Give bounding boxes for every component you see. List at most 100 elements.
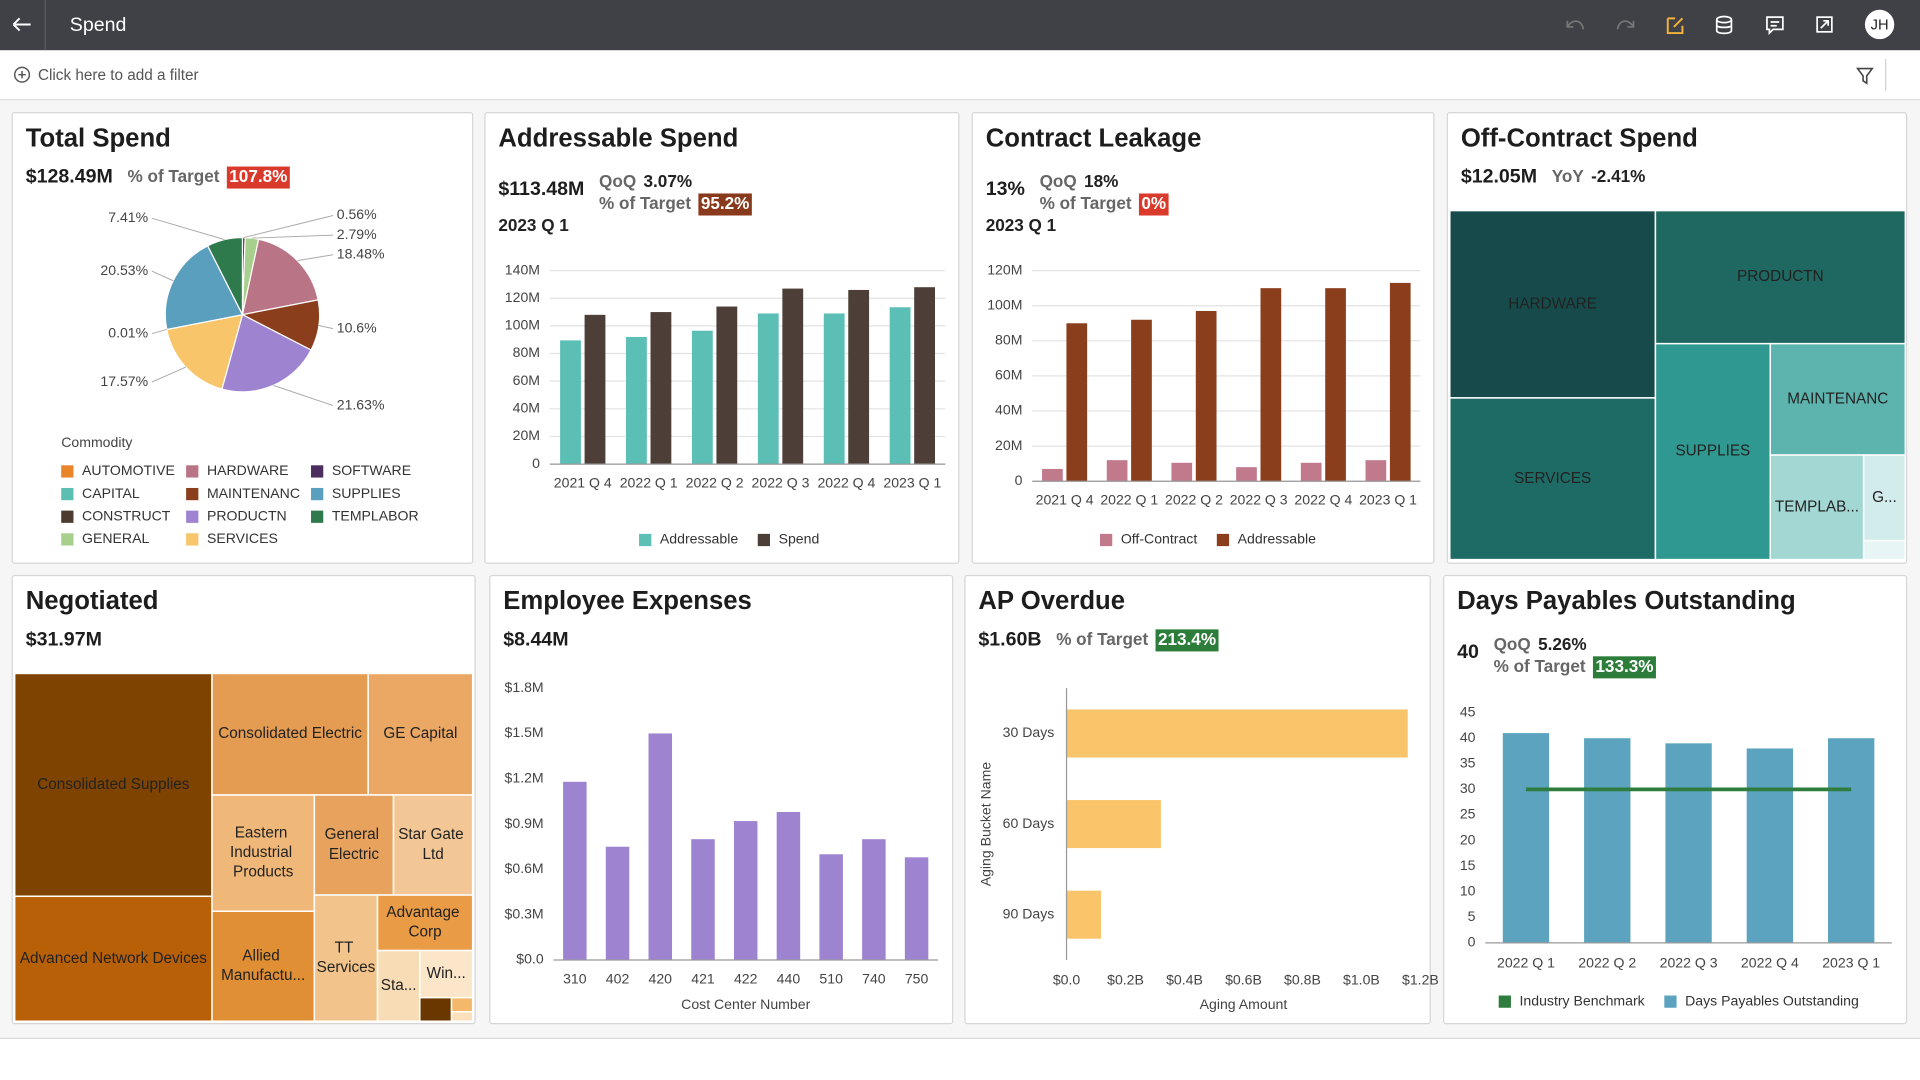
leader-line (151, 366, 187, 383)
x-tick-label: 2022 Q 3 (1230, 492, 1288, 508)
kpi-value: 40 (1457, 641, 1479, 663)
x-tick-label: 2023 Q 1 (883, 474, 941, 490)
bar (1584, 738, 1631, 943)
legend-title: Commodity (61, 434, 133, 450)
treemap-cell (13, 672, 213, 898)
page-title: Spend (70, 14, 127, 36)
y-tick-label: 60M (995, 367, 1022, 383)
pie-slice (241, 238, 319, 316)
kpi-label: % of Target (1040, 193, 1132, 213)
y-tick-label: 40M (513, 400, 540, 416)
edit-button[interactable] (1666, 17, 1684, 35)
treemap-label: PRODUCTN (1737, 268, 1824, 285)
bar (1195, 310, 1217, 482)
bar (1171, 462, 1193, 482)
y-tick-label: 60M (513, 372, 540, 388)
legend-swatch (311, 487, 324, 501)
treemap-label: G... (1872, 489, 1897, 506)
pie-slice (166, 313, 244, 390)
slice-label: 0.56% (337, 206, 377, 222)
slice-label: 21.63% (337, 396, 385, 412)
bar (560, 340, 581, 465)
treemap-cell (419, 996, 453, 1022)
y-tick-label: 40 (1460, 729, 1476, 745)
y-tick-label: $0.9M (505, 815, 544, 831)
filter-settings-button[interactable] (1855, 67, 1874, 85)
treemap-label: Star Gate Ltd (398, 826, 468, 863)
y-tick-label: 20 (1460, 831, 1476, 847)
x-tick-label: 2022 Q 1 (1497, 954, 1555, 970)
legend-swatch (61, 487, 74, 501)
bar (1300, 462, 1322, 482)
y-tick-label: 100M (987, 296, 1022, 312)
treemap-cell (392, 794, 474, 896)
legend: Addressable Spend (639, 531, 819, 547)
treemap-cell (1449, 397, 1657, 561)
treemap-label: MAINTENANC (1787, 390, 1888, 407)
bar (1066, 800, 1161, 849)
legend-swatch (639, 533, 652, 547)
x-tick-label: 2022 Q 2 (686, 474, 744, 490)
treemap-label: SUPPLIES (1675, 443, 1750, 460)
bar (889, 307, 911, 465)
treemap-label: SERVICES (1514, 470, 1591, 487)
bar (1131, 319, 1152, 482)
bar (1260, 288, 1282, 482)
legend-label: GENERAL (82, 530, 149, 546)
avatar[interactable] (1864, 9, 1895, 40)
data-button[interactable] (1715, 15, 1733, 35)
leader-line (243, 215, 334, 239)
bar (1365, 460, 1387, 482)
legend-swatch (1100, 533, 1113, 547)
present-button[interactable] (1816, 16, 1833, 33)
kpi-value: $128.49M (26, 166, 113, 188)
leader-line (251, 234, 334, 239)
x-tick-label: $0.6B (1225, 972, 1262, 988)
y-axis-title: Aging Bucket Name (978, 762, 994, 887)
legend-label: AUTOMOTIVE (82, 462, 175, 478)
legend-swatch (61, 533, 74, 546)
kpi-badge-text: 107.8% (229, 166, 287, 186)
legend-swatch (186, 487, 199, 501)
x-tick-label: 2022 Q 4 (1294, 492, 1352, 508)
treemap-label: TT Services (317, 939, 376, 976)
slice-label: 2.79% (337, 226, 377, 242)
treemap-cell (1862, 539, 1907, 561)
x-tick-label: 310 (563, 970, 587, 986)
add-filter-icon[interactable] (13, 66, 31, 83)
treemap-cell (1769, 454, 1865, 561)
bar (648, 733, 673, 960)
legend-swatch (61, 465, 74, 478)
y-tick-label: 30 (1460, 780, 1476, 796)
slice-label: 17.57% (100, 373, 148, 389)
bar (691, 839, 715, 960)
kpi-badge-text: 0% (1141, 193, 1166, 213)
bar (776, 812, 801, 960)
bar (1665, 743, 1712, 943)
treemap-cell (1862, 454, 1907, 542)
bar (862, 839, 886, 960)
treemap-label: Consolidated Electric (218, 725, 362, 742)
filter-prompt[interactable]: Click here to add a filter (38, 67, 199, 84)
kpi-value: $12.05M (1461, 166, 1537, 188)
bar (1236, 467, 1257, 482)
y-tick-label: $0.0 (516, 951, 544, 967)
y-tick-label: $0.6M (505, 860, 544, 876)
bar (914, 287, 935, 465)
panel-title: Contract Leakage (986, 124, 1202, 152)
back-button[interactable] (12, 17, 31, 32)
kpi-value: 13% (986, 178, 1025, 200)
legend-swatch (1498, 995, 1511, 1008)
x-tick-label: 2022 Q 1 (620, 474, 678, 490)
bar (757, 313, 779, 465)
x-tick-label: 421 (691, 970, 715, 986)
treemap-label: HARDWARE (1508, 295, 1597, 312)
comment-button[interactable] (1766, 16, 1784, 36)
x-tick-label: $0.4B (1166, 972, 1203, 988)
undo-button[interactable] (1566, 20, 1585, 30)
treemap-cell (1654, 342, 1772, 561)
x-tick-label: $1.2B (1402, 972, 1439, 988)
redo-button[interactable] (1616, 20, 1635, 30)
x-tick-label: 2021 Q 4 (554, 474, 612, 490)
